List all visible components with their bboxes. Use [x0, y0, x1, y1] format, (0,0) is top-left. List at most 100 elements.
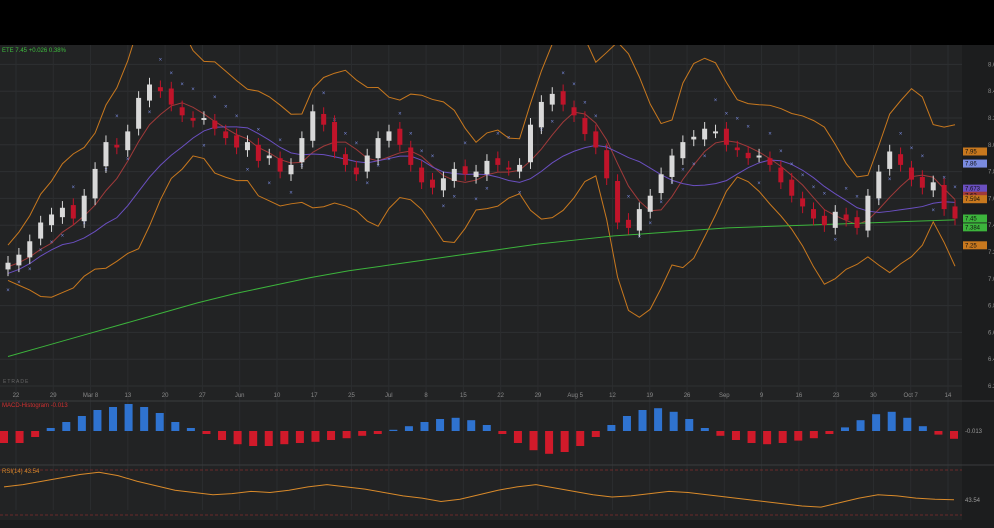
- sar-marker: ×: [812, 185, 816, 191]
- candle-body: [734, 147, 740, 151]
- x-tick-label: 22: [497, 393, 504, 399]
- candle-body: [408, 147, 414, 165]
- candle-body: [179, 107, 185, 116]
- candle-body: [908, 167, 914, 180]
- candle-body: [865, 195, 871, 231]
- sar-marker: ×: [235, 114, 239, 120]
- candle-body: [952, 206, 958, 219]
- macd-bar: [856, 420, 865, 431]
- price-tag: [963, 214, 987, 223]
- candle-body: [691, 136, 697, 140]
- sar-marker: ×: [714, 98, 718, 104]
- candle-body: [810, 209, 816, 219]
- y-tick-label: 7.8: [988, 170, 994, 176]
- price-tag: [963, 241, 987, 250]
- top-black-bar: [0, 0, 994, 45]
- x-tick-label: 13: [124, 393, 131, 399]
- sar-marker: ×: [670, 181, 674, 187]
- sar-marker: ×: [572, 82, 576, 88]
- macd-bar: [31, 431, 40, 437]
- sar-marker: ×: [463, 141, 467, 147]
- sar-marker: ×: [267, 181, 271, 187]
- candle-body: [136, 97, 142, 129]
- candle-body: [647, 195, 653, 212]
- bollinger-band-dn: [7, 155, 956, 318]
- sar-marker: ×: [550, 119, 554, 125]
- x-tick-label: Aug 5: [567, 393, 583, 399]
- price-change-pct: 0.38%: [48, 48, 66, 54]
- macd-bar: [622, 416, 631, 431]
- x-tick-label: 25: [348, 393, 355, 399]
- sar-marker: ×: [746, 125, 750, 131]
- sar-marker: ×: [474, 197, 478, 203]
- candle-body: [81, 195, 87, 222]
- candle-body: [190, 118, 196, 121]
- candle-body: [38, 222, 44, 239]
- x-tick-label: 19: [646, 393, 653, 399]
- sma-long-line: [7, 219, 956, 358]
- x-tick-label: 30: [870, 393, 877, 399]
- macd-bar: [0, 431, 8, 443]
- candle-body: [876, 171, 882, 199]
- sar-marker: ×: [17, 280, 21, 286]
- macd-bar: [389, 429, 398, 431]
- sar-marker: ×: [365, 181, 369, 187]
- y-tick-label: 7.0: [988, 277, 994, 283]
- candle-body: [157, 87, 163, 92]
- sar-marker: ×: [485, 186, 489, 192]
- y-tick-label: 8.4: [988, 89, 994, 95]
- chart-svg[interactable]: 8.6 8.4 8.2 8.0 7.8 7.6 7.4 7.2 7.0 6.8 6.6 6.4 6.2 2…: [0, 45, 994, 528]
- macd-bar: [638, 410, 647, 431]
- candle-body: [386, 131, 392, 141]
- x-tick-label: 17: [311, 393, 318, 399]
- candle-body: [375, 138, 381, 159]
- sar-marker: ×: [224, 105, 228, 111]
- macd-bar: [763, 431, 772, 445]
- chart-area[interactable]: 8.6 8.4 8.2 8.0 7.8 7.6 7.4 7.2 7.0 6.8 6.6 6.4 6.2 2…: [0, 45, 994, 528]
- sar-marker: ×: [202, 143, 206, 149]
- sar-marker: ×: [703, 154, 707, 160]
- macd-value: -0.013: [50, 403, 68, 409]
- macd-bar: [46, 428, 55, 431]
- candle-body: [625, 219, 631, 228]
- candle-body: [767, 158, 773, 165]
- x-tick-label: Mar 8: [83, 393, 99, 399]
- macd-bar: [358, 431, 367, 436]
- candle-body: [756, 155, 762, 158]
- sar-marker: ×: [931, 208, 935, 214]
- sar-marker: ×: [725, 111, 729, 117]
- candle-body: [244, 142, 250, 151]
- candle-body: [484, 160, 490, 175]
- candle-body: [680, 142, 686, 159]
- macd-bar: [140, 407, 149, 431]
- macd-bar: [93, 410, 102, 431]
- price-tag-label: 7.25: [965, 243, 977, 249]
- macd-bar: [311, 431, 320, 442]
- macd-bar: [280, 431, 289, 445]
- candle-body: [527, 124, 533, 163]
- macd-title: MACD-Histogram -0.013: [2, 403, 68, 409]
- y-tick-label: 6.2: [988, 384, 994, 390]
- symbol-header: ETE 7.45 +0.026 0.38%: [2, 48, 66, 54]
- sar-marker: ×: [627, 194, 631, 200]
- macd-bar: [249, 431, 258, 446]
- candle-body: [723, 128, 729, 145]
- candle-body: [615, 180, 621, 223]
- candle-body: [854, 217, 860, 228]
- macd-bar: [716, 431, 725, 436]
- candle-body: [571, 107, 577, 116]
- sar-marker: ×: [257, 127, 261, 133]
- candle-body: [168, 88, 174, 105]
- price-tag: [963, 147, 987, 156]
- sar-marker: ×: [910, 146, 914, 152]
- sar-marker: ×: [790, 162, 794, 168]
- price-tag-label: 7.384: [965, 225, 981, 231]
- moving-average-short: [7, 102, 956, 268]
- sar-marker: ×: [638, 235, 642, 241]
- sar-marker: ×: [126, 157, 130, 163]
- sar-marker: ×: [289, 190, 293, 196]
- macd-bar: [934, 431, 943, 435]
- rsi-name: RSI(14): [2, 469, 23, 475]
- price-tag: [963, 223, 987, 232]
- candle-body: [70, 205, 76, 219]
